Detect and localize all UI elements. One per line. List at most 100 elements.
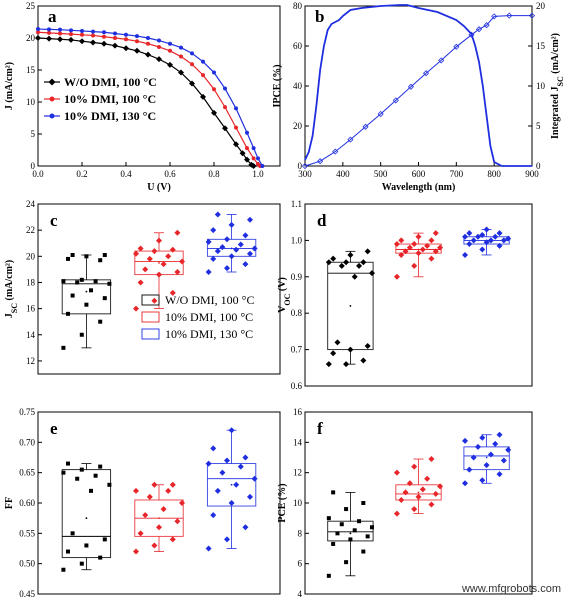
y-tick-label: 0.50	[19, 559, 35, 569]
data-point	[36, 27, 40, 32]
data-point	[415, 250, 422, 257]
data-point	[462, 251, 469, 258]
x-tick-label: 700	[450, 169, 464, 179]
data-point	[222, 125, 228, 132]
mean-marker	[349, 532, 352, 535]
y-tick-label: 1.0	[291, 235, 303, 245]
data-point	[66, 311, 71, 316]
data-point	[133, 548, 140, 555]
data-point	[330, 350, 337, 357]
data-point	[223, 105, 227, 110]
data-point	[123, 45, 129, 52]
data-point	[487, 237, 494, 244]
data-point	[58, 31, 62, 36]
y2-tick-label: 5	[536, 121, 541, 131]
data-point	[475, 26, 483, 33]
y-tick-label: 5	[31, 129, 36, 139]
data-point	[246, 216, 253, 223]
data-point	[432, 490, 439, 497]
data-point	[398, 251, 405, 258]
data-point	[156, 524, 162, 531]
data-point	[365, 534, 370, 539]
data-point	[210, 227, 217, 234]
data-point	[79, 467, 84, 472]
data-point	[102, 34, 106, 39]
y-tick-label: 0	[31, 161, 36, 171]
data-point	[133, 250, 140, 257]
data-point	[107, 281, 112, 286]
data-point	[157, 44, 161, 49]
data-point	[98, 555, 103, 560]
legend-label: 10% DMI, 130 °C	[64, 109, 156, 123]
watermark: www.mfgrobots.com	[461, 583, 561, 595]
data-point	[205, 238, 212, 245]
data-point	[79, 561, 84, 566]
data-point	[228, 253, 235, 260]
data-point	[135, 39, 139, 44]
box-group	[462, 226, 512, 258]
data-point	[352, 528, 357, 533]
legend-label: 10% DMI, 100 °C	[165, 310, 253, 324]
data-point	[360, 259, 367, 266]
data-point	[113, 36, 117, 40]
data-point	[146, 41, 150, 46]
panel-label-b: b	[315, 7, 324, 26]
box-group	[393, 230, 444, 280]
x-tick-label: 400	[336, 169, 350, 179]
data-point	[242, 261, 249, 268]
data-point	[393, 273, 400, 280]
data-point	[406, 244, 413, 251]
data-point	[438, 57, 445, 64]
x-axis-label-a: U (V)	[147, 182, 171, 193]
data-point	[156, 271, 162, 278]
y-tick-label: 0.7	[291, 345, 303, 355]
data-point	[79, 38, 85, 45]
x-tick-label: 0.4	[120, 169, 132, 179]
data-point	[326, 516, 331, 521]
series-line	[304, 4, 532, 167]
data-point	[165, 487, 172, 494]
box-group	[205, 211, 258, 275]
data-point	[84, 302, 89, 307]
data-point	[317, 158, 324, 165]
data-point	[151, 248, 158, 255]
data-point	[246, 250, 253, 257]
data-point	[432, 230, 439, 237]
data-point	[244, 156, 250, 163]
data-point	[167, 61, 173, 68]
mean-marker	[417, 248, 420, 251]
data-point	[66, 461, 71, 466]
data-point	[84, 254, 89, 259]
data-point	[79, 277, 84, 282]
data-point	[58, 27, 62, 32]
data-point	[168, 41, 172, 46]
box-group	[133, 229, 185, 312]
data-point	[165, 253, 172, 260]
data-point	[331, 490, 336, 495]
data-point	[224, 236, 231, 243]
data-point	[428, 255, 435, 262]
mean-marker	[230, 483, 233, 486]
box-group	[462, 431, 512, 487]
data-point	[210, 512, 217, 519]
y-tick-label: 8	[298, 528, 303, 538]
data-point	[411, 506, 418, 513]
data-point	[483, 226, 490, 233]
data-point	[496, 431, 503, 438]
series-line	[304, 15, 532, 167]
data-point	[133, 487, 140, 494]
data-point	[496, 242, 503, 249]
data-point	[437, 244, 444, 251]
data-point	[466, 241, 473, 248]
data-point	[135, 34, 139, 39]
data-point	[325, 259, 332, 266]
data-point	[362, 123, 369, 130]
legend-label: W/O DMI, 100 °C	[165, 293, 254, 307]
mean-marker	[85, 517, 88, 520]
data-point	[462, 233, 469, 240]
x-tick-label: 1.0	[252, 169, 264, 179]
data-point	[179, 54, 183, 59]
data-point	[528, 12, 536, 19]
data-point	[102, 30, 106, 35]
data-point	[233, 246, 240, 253]
